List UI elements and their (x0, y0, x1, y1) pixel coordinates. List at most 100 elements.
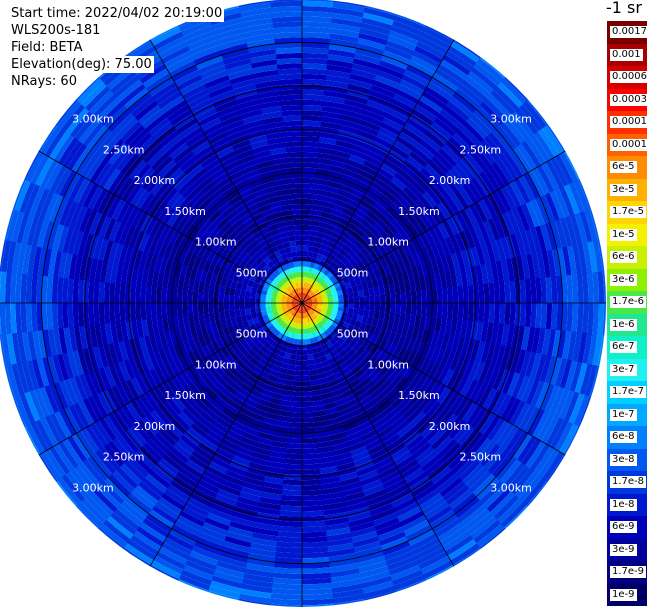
data-cell (322, 496, 345, 506)
data-cell (352, 535, 380, 548)
data-cell (352, 291, 360, 298)
data-cell (244, 302, 251, 309)
data-cell (403, 365, 415, 380)
data-cell (266, 407, 280, 416)
data-cell (411, 340, 421, 355)
data-cell (192, 302, 199, 315)
data-cell (414, 391, 429, 408)
data-cell (331, 588, 364, 599)
data-cell (313, 415, 327, 423)
data-cell (173, 414, 191, 431)
data-cell (163, 537, 192, 556)
data-cell (332, 341, 341, 350)
data-cell (234, 391, 248, 403)
data-cell (286, 313, 292, 319)
data-cell (301, 468, 320, 475)
data-cell (460, 504, 487, 527)
data-cell (227, 325, 236, 335)
colorbar-unit-label: -1 sr (606, 0, 642, 17)
data-cell (324, 407, 338, 416)
data-cell (414, 355, 426, 371)
data-cell (130, 320, 139, 339)
data-cell (492, 367, 506, 391)
data-cell (295, 317, 299, 324)
data-cell (332, 393, 345, 403)
data-cell (396, 347, 407, 361)
data-cell (482, 364, 496, 387)
data-cell (171, 523, 199, 542)
data-cell (223, 433, 241, 446)
data-cell (232, 511, 257, 523)
colorbar-segment: 1.7e-8 (607, 471, 647, 494)
data-cell (253, 522, 279, 532)
data-cell (395, 292, 402, 304)
data-cell (281, 304, 287, 308)
data-cell (68, 404, 86, 431)
data-cell (221, 357, 233, 370)
data-cell (375, 395, 390, 409)
data-cell (297, 318, 301, 324)
data-cell (181, 505, 207, 522)
data-cell (67, 278, 74, 303)
data-cell (201, 521, 228, 536)
data-cell (442, 530, 471, 552)
data-cell (311, 331, 317, 338)
data-cell (332, 593, 365, 604)
data-cell (330, 312, 337, 318)
data-cell (172, 475, 196, 493)
data-cell (169, 329, 179, 345)
data-cell (455, 375, 469, 395)
data-cell (289, 411, 302, 418)
data-cell (256, 436, 273, 446)
data-cell (479, 480, 504, 505)
data-cell (154, 333, 164, 350)
data-cell (301, 598, 334, 606)
data-cell (512, 433, 533, 460)
range-ring-label: 1.00km (195, 358, 237, 371)
data-cell (289, 353, 297, 361)
data-cell (274, 315, 281, 322)
data-cell (257, 398, 270, 408)
data-cell (302, 235, 310, 241)
data-cell (401, 324, 410, 338)
data-cell (103, 281, 111, 303)
data-cell (475, 477, 500, 501)
data-cell (277, 326, 284, 333)
data-cell (166, 484, 190, 502)
data-cell (358, 469, 379, 482)
data-cell (260, 302, 266, 308)
data-cell (226, 354, 237, 366)
data-cell (436, 386, 451, 405)
data-cell (301, 510, 325, 517)
data-cell (301, 489, 323, 496)
data-cell (182, 302, 188, 316)
data-cell (551, 329, 562, 358)
data-cell (364, 295, 370, 304)
data-cell (277, 525, 302, 533)
data-cell (141, 476, 165, 497)
data-cell (312, 404, 325, 412)
data-cell (265, 466, 285, 475)
data-cell (285, 347, 293, 354)
data-cell (317, 372, 327, 380)
data-cell (301, 499, 324, 507)
data-cell (579, 363, 593, 396)
data-cell (500, 396, 517, 421)
data-cell (15, 302, 23, 333)
data-cell (448, 449, 469, 470)
data-cell (451, 492, 477, 515)
data-cell (535, 303, 542, 329)
data-cell (168, 344, 179, 361)
data-cell (482, 387, 498, 411)
data-cell (263, 476, 284, 485)
data-cell (305, 306, 309, 312)
data-cell (301, 505, 324, 512)
data-cell (369, 303, 375, 311)
data-cell (208, 283, 216, 294)
data-cell (73, 325, 83, 351)
data-cell (313, 410, 326, 418)
data-cell (545, 303, 553, 330)
data-cell (243, 351, 254, 362)
data-cell (225, 334, 235, 345)
range-ring-label: 2.00km (134, 420, 176, 433)
